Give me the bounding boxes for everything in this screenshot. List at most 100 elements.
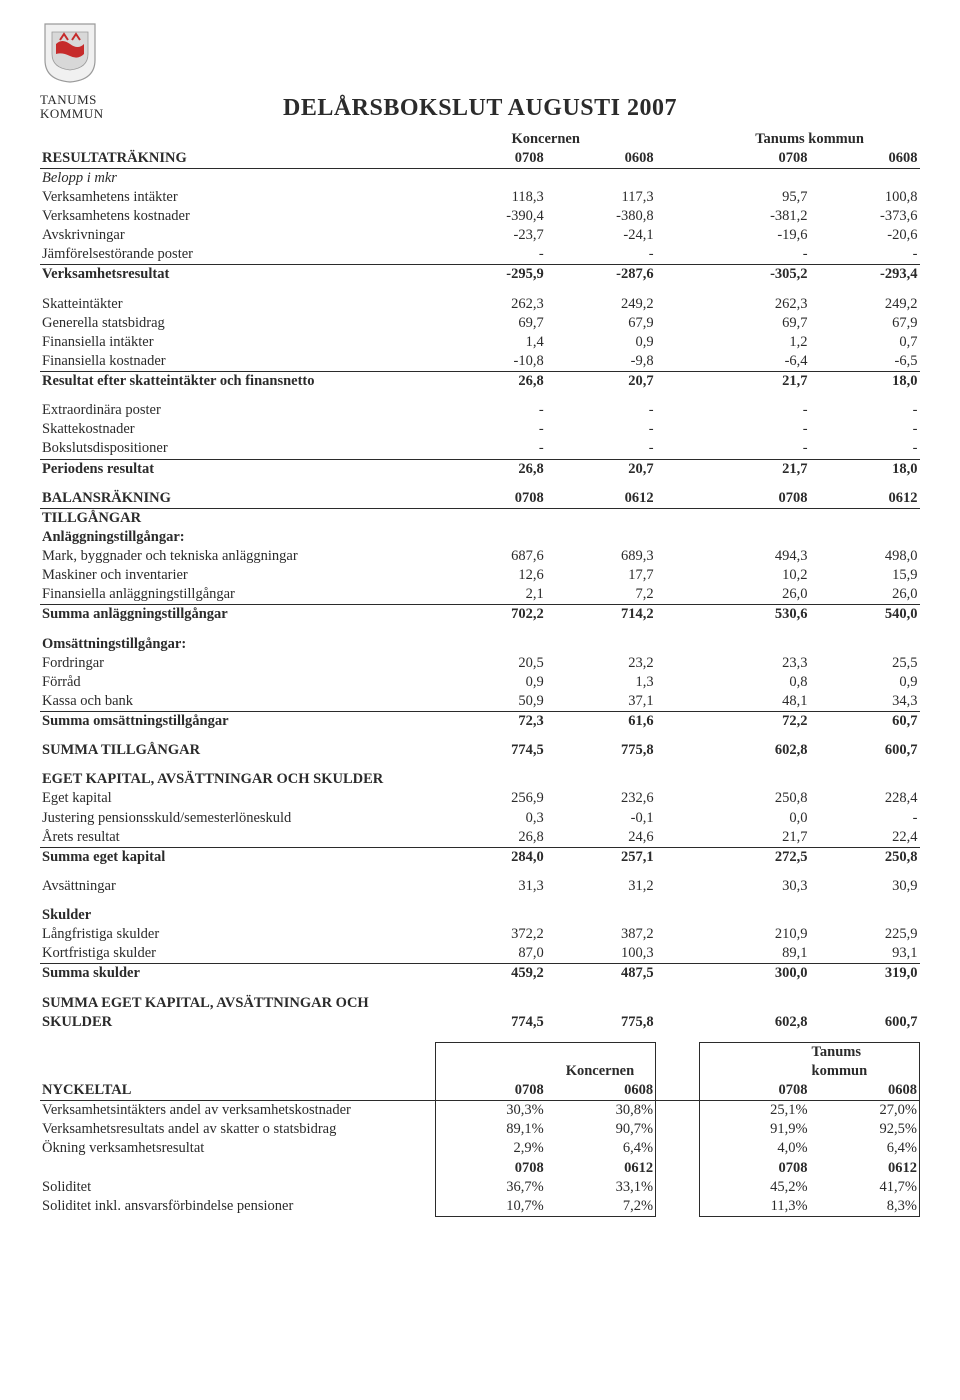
cell: 23,3 [700,654,810,673]
cell: 232,6 [546,789,656,808]
cell: 0,3 [436,809,546,828]
table-row: Summa eget kapital284,0257,1272,5250,8 [40,847,920,867]
cell: - [700,439,810,459]
cell: 8,3% [810,1197,920,1217]
cell: 4,0% [700,1139,810,1158]
cell: 22,4 [810,828,920,848]
cell: 0,9 [810,673,920,692]
cell: -9,8 [546,352,656,372]
table-row: Kortfristiga skulder87,0100,389,193,1 [40,944,920,964]
cell: 602,8 [700,994,810,1032]
resultat-heading-row: RESULTATRÄKNING 0708 0608 0708 0608 [40,149,920,169]
cell: - [436,420,546,439]
cell: -390,4 [436,207,546,226]
cell: 23,2 [546,654,656,673]
cell: 210,9 [700,925,810,944]
nyckel-heading-row: NYCKELTAL 0708 0608 0708 0608 [40,1081,920,1101]
cell: 26,8 [436,372,546,392]
cell: 6,4% [546,1139,656,1158]
row-label: Skattekostnader [40,420,436,439]
financial-table: Koncernen Tanums kommun RESULTATRÄKNING … [40,130,920,1217]
cell: - [436,401,546,420]
cell: 30,3% [436,1101,546,1121]
cell: 31,2 [546,877,656,896]
cell: -293,4 [810,265,920,285]
org-line1: TANUMS [40,92,97,107]
cell: 272,5 [700,847,810,867]
cell: 249,2 [546,295,656,314]
cell: 30,8% [546,1101,656,1121]
cell: 33,1% [546,1178,656,1197]
cell: 45,2% [700,1178,810,1197]
cell: 30,3 [700,877,810,896]
cell: 1,4 [436,333,546,352]
header: TANUMS KOMMUN DELÅRSBOKSLUT AUGUSTI 2007 [40,20,920,122]
cell: 34,3 [810,692,920,712]
cell: 20,7 [546,459,656,479]
cell: - [810,401,920,420]
row-label: Soliditet inkl. ansvarsförbindelse pensi… [40,1197,436,1217]
cell: -295,9 [436,265,546,285]
cell: 7,2% [546,1197,656,1217]
cell: - [546,420,656,439]
balans-heading-row: BALANSRÄKNING 0708 0612 0708 0612 [40,489,920,509]
cell: 0,9 [436,673,546,692]
cell: - [810,420,920,439]
table-row: Avskrivningar-23,7-24,1-19,6-20,6 [40,226,920,245]
cell: 530,6 [700,605,810,625]
cell: - [546,401,656,420]
table-row: Verksamhetsintäkters andel av verksamhet… [40,1101,920,1121]
cell: -19,6 [700,226,810,245]
cell: 228,4 [810,789,920,808]
cell: - [546,245,656,265]
cell: - [810,245,920,265]
assets-heading-row: TILLGÅNGAR [40,508,920,528]
table-row: Avsättningar31,331,230,330,9 [40,877,920,896]
group-header-row: Koncernen Tanums kommun [40,130,920,149]
row-label: Summa omsättningstillgångar [40,712,436,732]
cell: 687,6 [436,547,546,566]
row-label: Långfristiga skulder [40,925,436,944]
resultat-heading: RESULTATRÄKNING [40,149,436,169]
cell: -373,6 [810,207,920,226]
nyckel-group-header-row: Koncernen Tanums kommun [40,1042,920,1081]
table-row: Årets resultat26,824,621,722,4 [40,828,920,848]
cell: 26,8 [436,828,546,848]
table-row: Mark, byggnader och tekniska anläggninga… [40,547,920,566]
table-row: Verksamhetsresultat-295,9-287,6-305,2-29… [40,265,920,285]
cell: 69,7 [436,314,546,333]
cell: 41,7% [810,1178,920,1197]
cell: - [810,439,920,459]
table-row: Verksamhetens intäkter118,3117,395,7100,… [40,188,920,207]
group-header-left: Koncernen [436,130,656,149]
cell: 15,9 [810,566,920,585]
table-row: Summa omsättningstillgångar72,361,672,26… [40,712,920,732]
row-label: Mark, byggnader och tekniska anläggninga… [40,547,436,566]
table-row: Skattekostnader---- [40,420,920,439]
cell: 50,9 [436,692,546,712]
row-label: Eget kapital [40,789,436,808]
table-row: Förråd0,91,30,80,9 [40,673,920,692]
org-line2: KOMMUN [40,106,104,121]
cell: 95,7 [700,188,810,207]
cell: 25,1% [700,1101,810,1121]
cell: 17,7 [546,566,656,585]
cell: 225,9 [810,925,920,944]
row-label: Generella statsbidrag [40,314,436,333]
table-row: Skatteintäkter262,3249,2262,3249,2 [40,295,920,314]
cell: 67,9 [546,314,656,333]
row-label: Justering pensionsskuld/semesterlöneskul… [40,809,436,828]
cell: 26,0 [810,585,920,605]
cell: -381,2 [700,207,810,226]
row-label: Kassa och bank [40,692,436,712]
org-name: TANUMS KOMMUN [40,93,140,122]
cell: -24,1 [546,226,656,245]
cell: 0,0 [700,809,810,828]
cell: - [700,420,810,439]
cell: 0,8 [700,673,810,692]
row-label: SUMMA EGET KAPITAL, AVSÄTTNINGAR OCH SKU… [40,994,436,1032]
row-label: Periodens resultat [40,459,436,479]
table-row: Bokslutsdispositioner---- [40,439,920,459]
cell: 69,7 [700,314,810,333]
cell: 602,8 [700,741,810,760]
